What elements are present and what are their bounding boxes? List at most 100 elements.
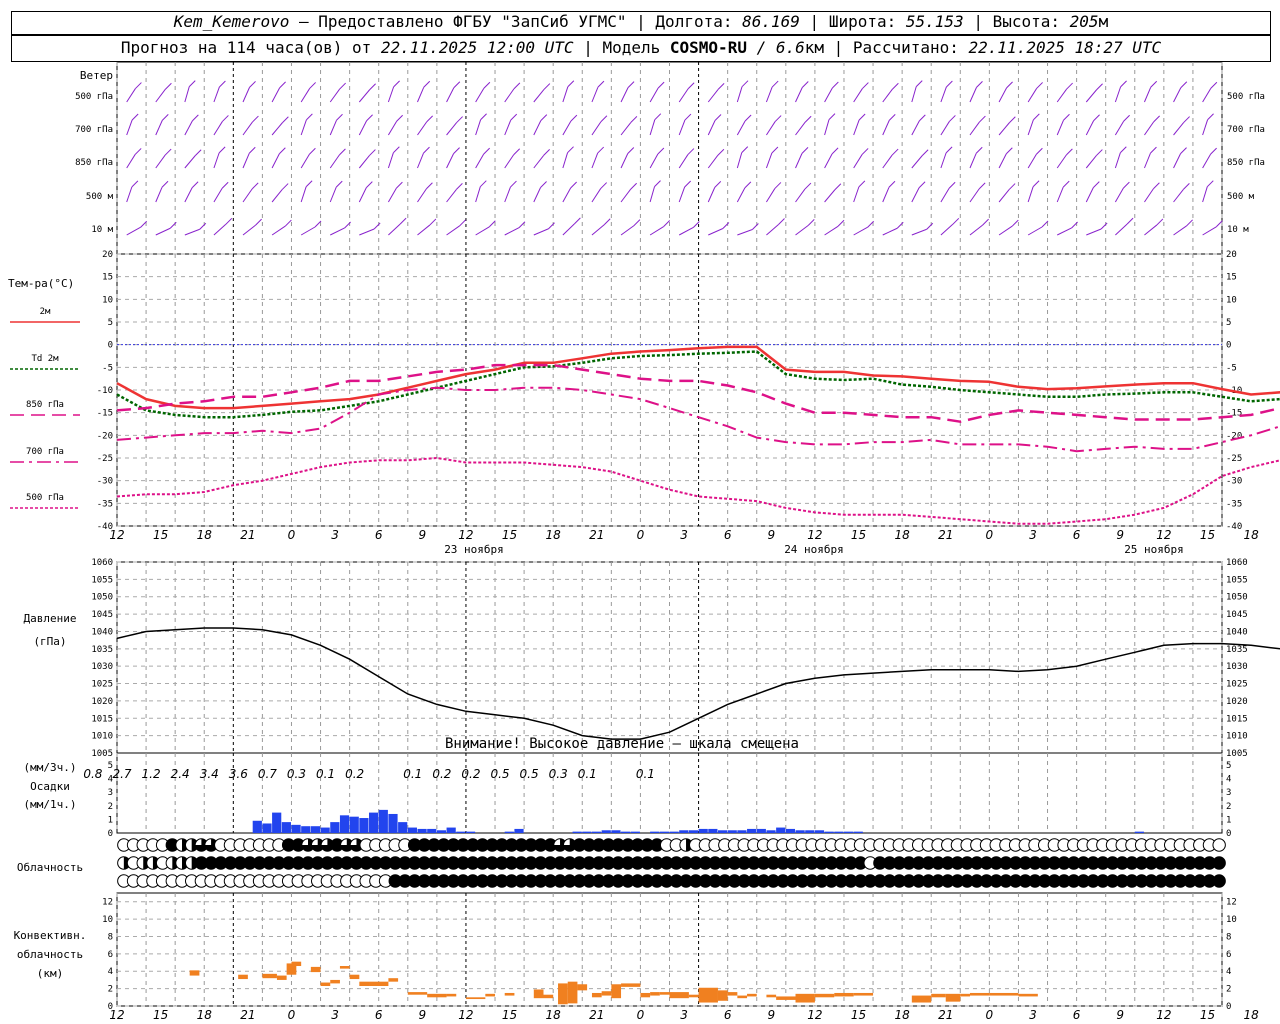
wind-barb [213,86,220,103]
precip-bar [805,830,815,833]
wind-barb [1173,225,1187,236]
hour-tick-bottom: 15 [851,1008,866,1022]
wind-barb [1115,223,1128,236]
wind-barb-feather [1150,146,1157,154]
wind-barb [155,120,163,136]
wind-barb [562,152,569,169]
wind-barb-feather [1100,222,1108,230]
wind-barb-feather [540,181,547,188]
conv-bar [717,990,728,1001]
wind-barb [708,228,724,236]
wind-barb [882,88,893,103]
wind-barb-feather [453,147,460,154]
wind-barb-feather [978,182,986,190]
wind-barb [765,86,773,103]
wind-barb-feather [456,183,463,190]
precip-bar [601,830,611,833]
precip-bar [659,831,669,833]
wind-barb-feather [510,180,517,188]
precip-bar [436,830,447,833]
wind-barb [795,224,809,236]
wind-barb-feather [453,81,461,89]
conv-bar [567,981,578,1004]
wind-barb-feather [423,146,430,154]
precip-bar [301,826,311,833]
wind-barb [533,228,549,236]
hour-tick-bottom: 21 [240,1008,255,1022]
hour-tick-mid: 18 [894,528,910,542]
precip-bar [320,827,330,833]
wind-barb [126,154,136,169]
temp-ytick-right: 20 [1226,250,1237,260]
hour-tick-bottom: 12 [807,1008,822,1022]
wind-barb [591,224,605,236]
wind-barb-feather [946,80,953,88]
hour-tick-mid: 18 [197,528,213,542]
precip-bar [630,831,640,833]
wind-barb-feather [218,146,226,154]
wind-barb [940,223,954,236]
temp-legend-label: Td 2м [31,354,59,364]
wind-barb [998,153,1007,169]
altitude-unit: м [1098,12,1109,31]
wind-barb [475,119,482,136]
wind-barb-feather [752,223,759,230]
wind-barb [795,87,803,103]
wind-barb-feather [426,182,433,190]
wind-barb-feather [1066,148,1073,156]
hour-tick-bottom: 9 [419,1008,427,1022]
wind-barb [329,120,337,136]
wind-barb-feather [344,221,351,229]
wind-barb [504,227,520,236]
conv-bar [543,994,554,999]
cloud-symbol-three-quarter [321,838,334,852]
conv-bar [558,983,568,1005]
wind-barb-feather [918,181,926,189]
model-name: COSMO-RU [669,38,747,57]
wind-level-right: 500 гПа [1227,92,1265,102]
wind-barb [504,186,511,203]
temp-legend-label: 850 гПа [26,400,64,410]
wind-barb [329,186,337,203]
conv-bar [931,993,946,998]
conv-ytick-right: 10 [1226,915,1237,925]
wind-barb-feather [1036,147,1043,155]
wind-barb [1114,187,1124,203]
wind-barb [678,154,689,169]
pressure-title: Давление [24,612,77,625]
wind-barb-feather [1008,116,1016,124]
wind-barb-feather [1215,220,1223,228]
wind-barb-feather [131,113,139,121]
precip-ytick-right: 2 [1226,802,1231,812]
precip-bar [369,812,379,833]
wind-barb-feather [540,114,548,121]
wind-barb-feather [134,148,142,155]
hour-tick-mid: 9 [767,528,775,542]
wind-barb-feather [306,113,313,121]
temp-ytick-left: 15 [102,273,113,283]
hour-tick-bottom: 9 [767,1008,775,1022]
conv-bar [737,995,748,999]
wind-barb [649,119,656,136]
pres-ytick-left: 1020 [91,697,113,707]
wind-barb [475,88,485,103]
precip-3h-total: 2.7 [112,767,131,781]
wind-barb-feather [627,147,635,154]
wind-barb-feather [831,147,839,155]
conv-bar [189,970,200,976]
pressure-warning: Внимание! Высокое давление – шкала смеще… [445,736,799,752]
temp-ytick-left: -5 [102,363,113,373]
wind-barb [417,152,424,169]
wind-barb-feather [314,220,322,228]
header-location-line: Kem_Kemerovo — Предоставлено ФГБУ "ЗапСи… [11,11,1271,35]
conv-bar [330,979,340,984]
wind-barb [446,87,455,103]
wind-barb-feather [305,180,313,188]
wind-barb [911,228,927,236]
wind-barb-feather [861,148,869,155]
wind-barb [1202,119,1209,136]
wind-barb-feather [597,146,605,154]
wind-barb [1027,226,1043,236]
hour-tick-bottom: 6 [724,1008,732,1022]
